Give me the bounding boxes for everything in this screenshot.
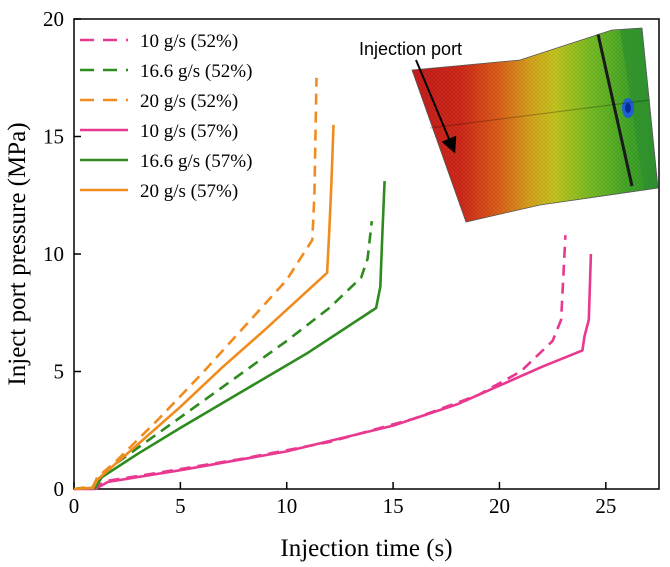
y-tick-label: 0: [54, 477, 65, 501]
injection-port-arrow: [415, 59, 457, 154]
x-axis-title: Injection time (s): [280, 535, 452, 562]
x-tick-label: 25: [595, 494, 616, 518]
x-tick-label: 20: [489, 494, 510, 518]
x-tick-label: 5: [175, 494, 186, 518]
y-axis-title: Inject port pressure (MPa): [4, 122, 31, 385]
y-tick-label: 10: [43, 242, 64, 266]
y-tick-label: 5: [54, 360, 65, 384]
series-line-4: [73, 181, 386, 491]
legend-label: 10 g/s (52%): [140, 31, 238, 52]
legend: 10 g/s (52%) 16.6 g/s (52%) 20 g/s (52%) 10…: [80, 31, 252, 202]
injection-port-label: Injection port: [359, 39, 462, 59]
legend-label: 20 g/s (52%): [140, 91, 238, 112]
series-line-0: [73, 235, 567, 491]
x-tick-label: 10: [276, 494, 297, 518]
series-line-3: [74, 253, 593, 491]
plot-area: 0 5 10 15 20 25 0 5 10 15 20 Injection time (s) Inje…: [4, 7, 660, 562]
legend-label: 16.6 g/s (52%): [140, 61, 252, 82]
legend-label: 10 g/s (57%): [140, 121, 238, 142]
legend-label: 20 g/s (57%): [140, 181, 238, 202]
injection-port-contour-image: [411, 27, 659, 223]
y-tick-label: 20: [43, 7, 64, 31]
series-line-5: [73, 124, 335, 491]
x-tick-label: 15: [383, 494, 404, 518]
legend-label: 16.6 g/s (57%): [140, 151, 252, 172]
x-tick-label: 0: [69, 494, 80, 518]
injection-port-annotation: Injection port: [359, 39, 462, 154]
y-tick-label: 15: [43, 125, 64, 149]
